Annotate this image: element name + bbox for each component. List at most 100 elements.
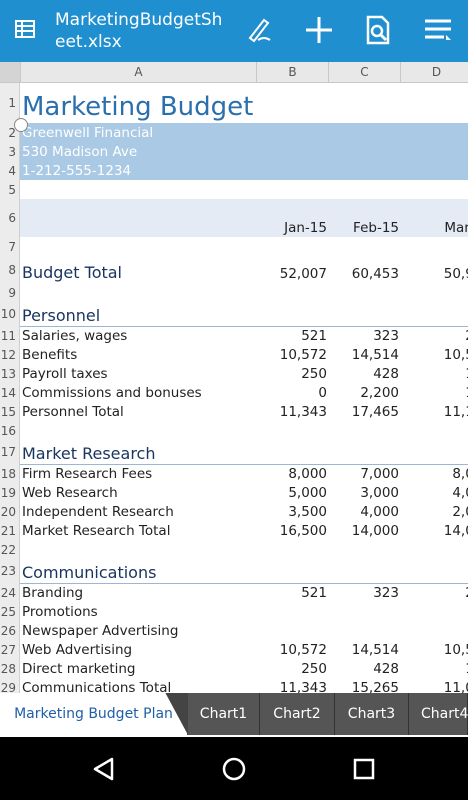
cell-a[interactable]: Budget Total [22, 263, 122, 282]
cell-b[interactable] [257, 123, 327, 142]
row-number[interactable]: 25 [0, 602, 20, 621]
cell-b[interactable]: 250 [301, 661, 327, 677]
cell-a[interactable]: Direct marketing [22, 661, 136, 677]
cell-a[interactable]: Communications [22, 563, 157, 582]
cell-a[interactable]: Promotions [22, 604, 98, 620]
cell-c[interactable] [329, 621, 399, 640]
cell-d[interactable]: 11,163 [443, 404, 468, 420]
select-all-corner[interactable] [0, 62, 21, 82]
spreadsheet-grid[interactable]: 1 Marketing Budget 2 Greenwell Financial 3 53… [0, 83, 468, 693]
recents-icon[interactable] [350, 755, 378, 783]
cell-a[interactable] [22, 283, 256, 302]
row-number[interactable]: 26 [0, 621, 20, 640]
cell-a[interactable]: Personnel [22, 306, 101, 325]
cell-a[interactable]: Market Research Total [22, 523, 171, 539]
cell-b[interactable] [257, 540, 327, 559]
cell-a[interactable]: Personnel Total [22, 404, 124, 420]
cell-a[interactable]: Benefits [22, 347, 78, 363]
cell-c[interactable] [329, 161, 399, 180]
row-number[interactable]: 17 [0, 440, 20, 464]
row-number[interactable]: 9 [0, 283, 20, 302]
row-number[interactable]: 10 [0, 302, 20, 326]
cell-c[interactable]: 4,000 [360, 504, 399, 520]
cell-b[interactable]: 3,500 [288, 504, 327, 520]
row-number[interactable]: 6 [0, 199, 20, 237]
cell-c[interactable] [329, 421, 399, 440]
cell-d[interactable]: 163 [401, 383, 468, 402]
cell-b[interactable] [257, 83, 327, 123]
cell-b[interactable]: 521 [301, 585, 327, 601]
cell-c[interactable]: 17,465 [351, 404, 399, 420]
cell-a[interactable]: Salaries, wages [22, 328, 128, 344]
cell-a[interactable]: Communications Total [22, 680, 172, 693]
cell-d[interactable]: 274 [401, 583, 468, 602]
cell-c[interactable] [329, 559, 399, 583]
sheet-tab-chart2[interactable]: Chart2 [260, 693, 335, 735]
cell-c[interactable] [329, 540, 399, 559]
spreadsheet-list-icon[interactable] [14, 18, 36, 40]
cell-b[interactable]: 521 [301, 328, 327, 344]
row-number[interactable]: 22 [0, 540, 20, 559]
cell-c[interactable]: 7,000 [360, 466, 399, 482]
row-number[interactable]: 19 [0, 483, 20, 502]
cell-a[interactable]: 1-212-555-1234 [22, 163, 132, 179]
row-number[interactable]: 11 [0, 326, 20, 345]
cell-d[interactable]: 2,000 [452, 504, 468, 520]
column-header-a[interactable]: A [21, 62, 257, 82]
home-icon[interactable] [220, 755, 248, 783]
row-number[interactable]: 13 [0, 364, 20, 383]
cell-d[interactable] [401, 421, 468, 440]
row-number[interactable]: 1 [0, 83, 20, 123]
column-header-b[interactable]: B [257, 62, 329, 82]
cell-b[interactable] [257, 302, 327, 326]
cell-d[interactable]: 50,937 [443, 266, 468, 282]
cell-c[interactable] [329, 440, 399, 464]
cell-d[interactable]: 11,000 [443, 680, 468, 693]
cell-b[interactable]: 10,572 [279, 642, 327, 658]
cell-a[interactable] [22, 421, 256, 440]
row-number[interactable]: 5 [0, 180, 20, 199]
cell-d[interactable] [401, 161, 468, 180]
cell-c[interactable]: Feb-15 [353, 220, 399, 236]
cell-c[interactable]: 14,000 [351, 523, 399, 539]
cell-d[interactable] [401, 621, 468, 640]
cell-b[interactable]: 0 [318, 385, 327, 401]
row-number[interactable]: 7 [0, 237, 20, 256]
cell-a[interactable]: Firm Research Fees [22, 466, 153, 482]
row-number[interactable]: 15 [0, 402, 20, 421]
cell-c[interactable]: 14,514 [351, 347, 399, 363]
cell-a[interactable]: Marketing Budget [22, 92, 254, 122]
cell-b[interactable]: 52,007 [279, 266, 327, 282]
cell-c[interactable] [329, 602, 399, 621]
cell-c[interactable]: 428 [373, 366, 399, 382]
document-search-icon[interactable] [362, 14, 394, 46]
cell-d[interactable]: 165 [401, 364, 468, 383]
cell-d[interactable]: 165 [401, 659, 468, 678]
cell-b[interactable]: 10,572 [279, 347, 327, 363]
back-icon[interactable] [90, 755, 118, 783]
row-number[interactable]: 24 [0, 583, 20, 602]
cell-b[interactable] [257, 621, 327, 640]
cell-d[interactable]: 10,561 [443, 642, 468, 658]
cell-b[interactable]: 11,343 [279, 680, 327, 693]
column-header-c[interactable]: C [329, 62, 401, 82]
sheet-tab-chart3[interactable]: Chart3 [335, 693, 409, 735]
row-number[interactable]: 18 [0, 464, 20, 483]
cell-b[interactable] [257, 283, 327, 302]
cell-d[interactable]: 274 [401, 326, 468, 345]
cell-a[interactable]: Independent Research [22, 504, 174, 520]
cell-a[interactable] [22, 237, 256, 256]
cell-a[interactable]: Payroll taxes [22, 366, 108, 382]
cell-c[interactable]: 323 [373, 328, 399, 344]
cell-c[interactable] [329, 83, 399, 123]
cell-d[interactable] [401, 602, 468, 621]
cell-a[interactable]: Greenwell Financial [22, 125, 154, 141]
cell-d[interactable] [401, 540, 468, 559]
row-number[interactable]: 28 [0, 659, 20, 678]
cell-d[interactable] [401, 237, 468, 256]
cell-c[interactable]: 14,514 [351, 642, 399, 658]
cell-b[interactable] [257, 440, 327, 464]
row-number[interactable]: 8 [0, 256, 20, 283]
row-number[interactable]: 14 [0, 383, 20, 402]
cell-a[interactable] [22, 199, 256, 237]
